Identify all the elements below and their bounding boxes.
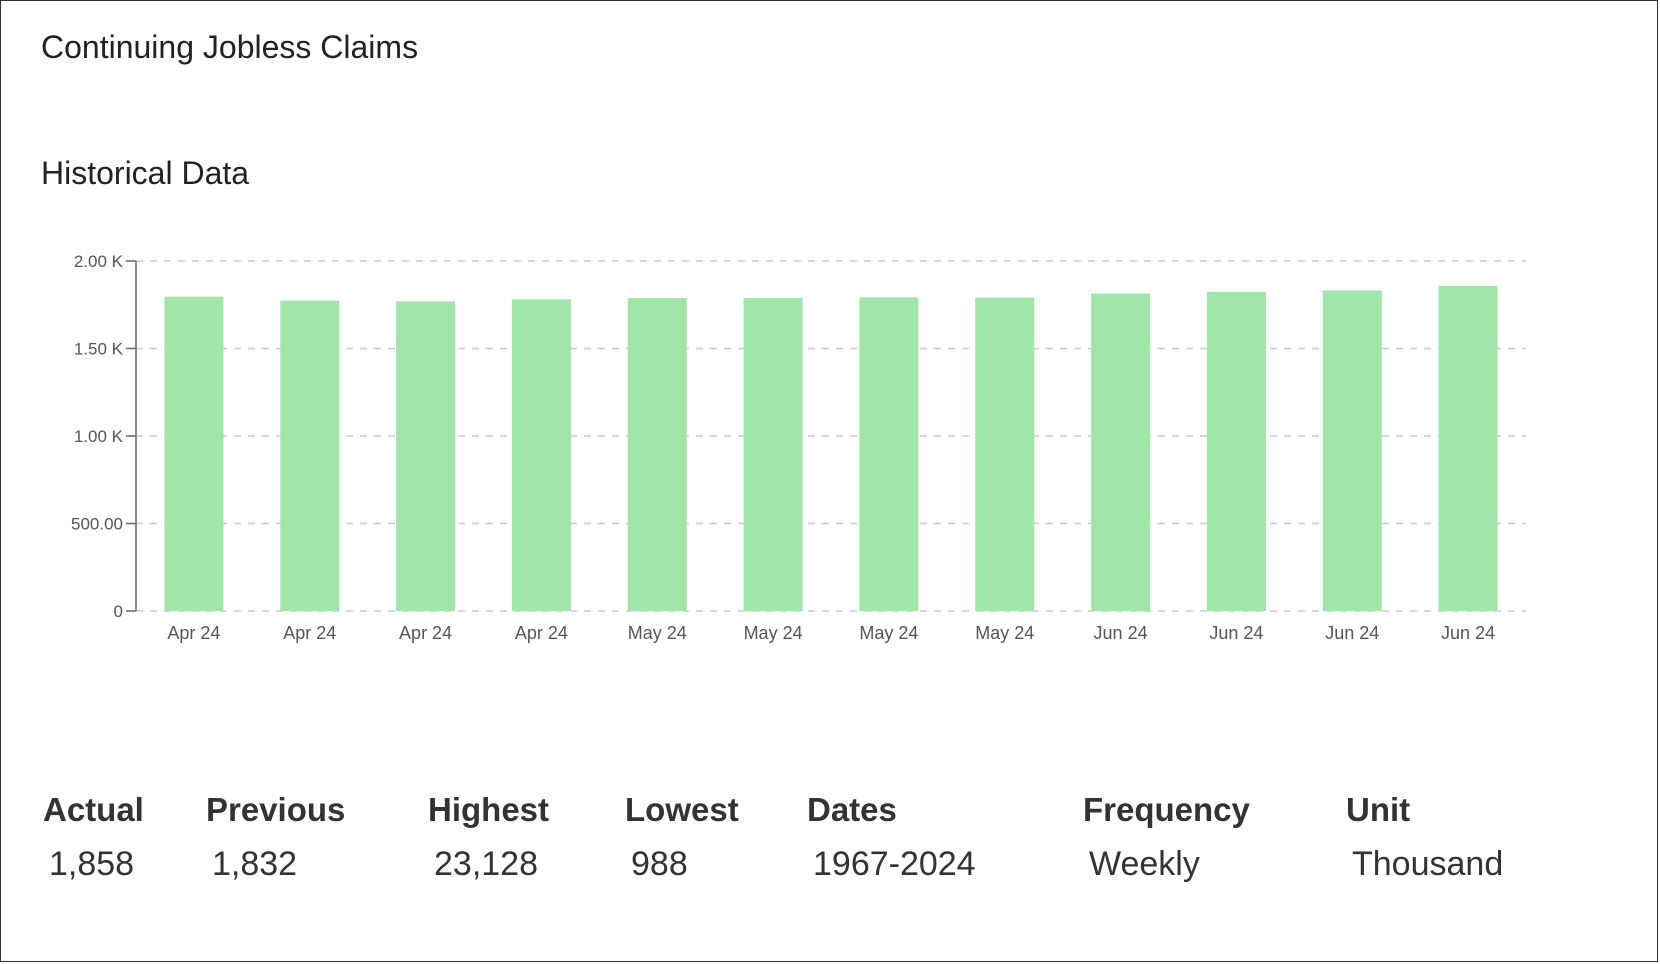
stat-value: Thousand	[1352, 845, 1504, 883]
x-tick-label: Apr 24	[167, 623, 220, 643]
x-tick-label: Jun 24	[1325, 623, 1379, 643]
stat-label: Actual	[43, 791, 144, 828]
bar	[164, 296, 224, 611]
bar	[1091, 293, 1151, 611]
y-tick-label: 500.00	[71, 515, 123, 534]
stat-unit: Unit Thousand	[1346, 791, 1503, 884]
bar	[1438, 285, 1498, 611]
stat-highest: Highest 23,128	[428, 791, 549, 884]
x-tick-label: Apr 24	[283, 623, 336, 643]
bar	[396, 301, 456, 611]
x-tick-label: Jun 24	[1094, 623, 1148, 643]
stat-dates: Dates 1967-2024	[807, 791, 976, 884]
bar	[743, 297, 803, 611]
x-tick-label: Apr 24	[515, 623, 568, 643]
x-tick-label: Apr 24	[399, 623, 452, 643]
bar	[280, 300, 340, 611]
page-title: Continuing Jobless Claims	[41, 29, 419, 65]
stat-label: Unit	[1346, 791, 1411, 828]
bar	[511, 299, 571, 611]
bar-chart: 0 500.00 1.00 K 1.50 K 2.00 K Apr 24 Apr 24 Apr…	[71, 252, 1526, 643]
stat-lowest: Lowest 988	[625, 791, 739, 884]
stat-previous: Previous 1,832	[206, 791, 345, 884]
bar	[1322, 290, 1382, 611]
stat-label: Dates	[807, 791, 897, 828]
stat-value: Weekly	[1089, 845, 1200, 883]
stat-value: 988	[631, 845, 688, 883]
x-tick-label: May 24	[744, 623, 803, 643]
y-tick-label: 0	[114, 602, 123, 621]
x-tick-label: May 24	[859, 623, 918, 643]
stat-value: 1,832	[212, 845, 298, 883]
bar	[859, 297, 919, 611]
x-tick-label: Jun 24	[1441, 623, 1495, 643]
stat-value: 1,858	[49, 845, 135, 883]
stat-value: 1967-2024	[813, 845, 976, 883]
stat-label: Frequency	[1083, 791, 1250, 828]
section-title: Historical Data	[41, 155, 250, 191]
y-tick-label: 1.50 K	[74, 340, 124, 359]
stat-label: Lowest	[625, 791, 739, 828]
stat-label: Previous	[206, 791, 346, 828]
x-tick-label: Jun 24	[1209, 623, 1263, 643]
stat-value: 23,128	[434, 845, 538, 883]
y-tick-label: 1.00 K	[74, 427, 124, 446]
x-tick-label: May 24	[975, 623, 1034, 643]
stat-actual: Actual 1,858	[43, 791, 144, 884]
y-tick-label: 2.00 K	[74, 252, 124, 271]
bar	[1206, 291, 1266, 611]
stats-row: Actual 1,858 Previous 1,832 Highest 23,1…	[1, 791, 1660, 911]
stat-frequency: Frequency Weekly	[1083, 791, 1250, 884]
bar	[975, 297, 1035, 611]
bar	[627, 298, 687, 611]
stat-label: Highest	[428, 791, 550, 828]
x-tick-label: May 24	[628, 623, 687, 643]
